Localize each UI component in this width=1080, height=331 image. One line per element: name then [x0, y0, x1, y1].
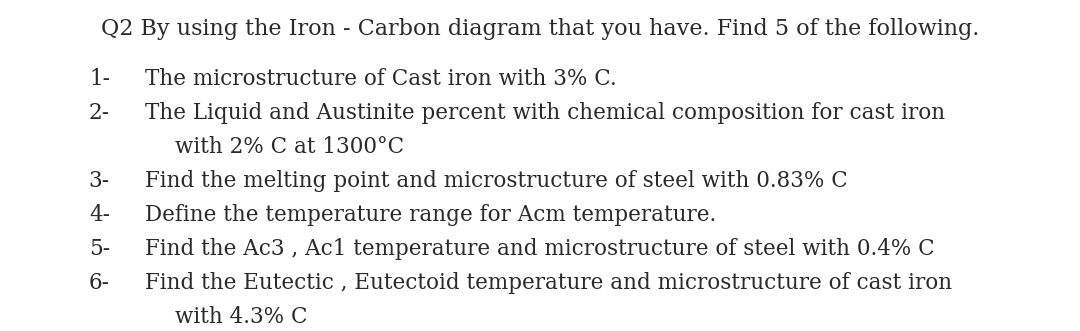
Text: Find the Eutectic , Eutectoid temperature and microstructure of cast iron: Find the Eutectic , Eutectoid temperatur… [145, 272, 953, 294]
Text: 4-: 4- [89, 204, 110, 226]
Text: with 2% C at 1300°C: with 2% C at 1300°C [175, 136, 404, 158]
Text: Find the Ac3 , Ac1 temperature and microstructure of steel with 0.4% C: Find the Ac3 , Ac1 temperature and micro… [145, 238, 934, 260]
Text: with 4.3% C: with 4.3% C [175, 306, 308, 328]
Text: 3-: 3- [89, 170, 110, 192]
Text: The microstructure of Cast iron with 3% C.: The microstructure of Cast iron with 3% … [145, 68, 617, 90]
Text: Q2 By using the Iron - Carbon diagram that you have. Find 5 of the following.: Q2 By using the Iron - Carbon diagram th… [100, 18, 980, 40]
Text: 6-: 6- [89, 272, 110, 294]
Text: 5-: 5- [89, 238, 110, 260]
Text: 1-: 1- [89, 68, 110, 90]
Text: 2-: 2- [89, 102, 110, 124]
Text: The Liquid and Austinite percent with chemical composition for cast iron: The Liquid and Austinite percent with ch… [145, 102, 945, 124]
Text: Define the temperature range for Acm temperature.: Define the temperature range for Acm tem… [145, 204, 716, 226]
Text: Find the melting point and microstructure of steel with 0.83% C: Find the melting point and microstructur… [145, 170, 848, 192]
